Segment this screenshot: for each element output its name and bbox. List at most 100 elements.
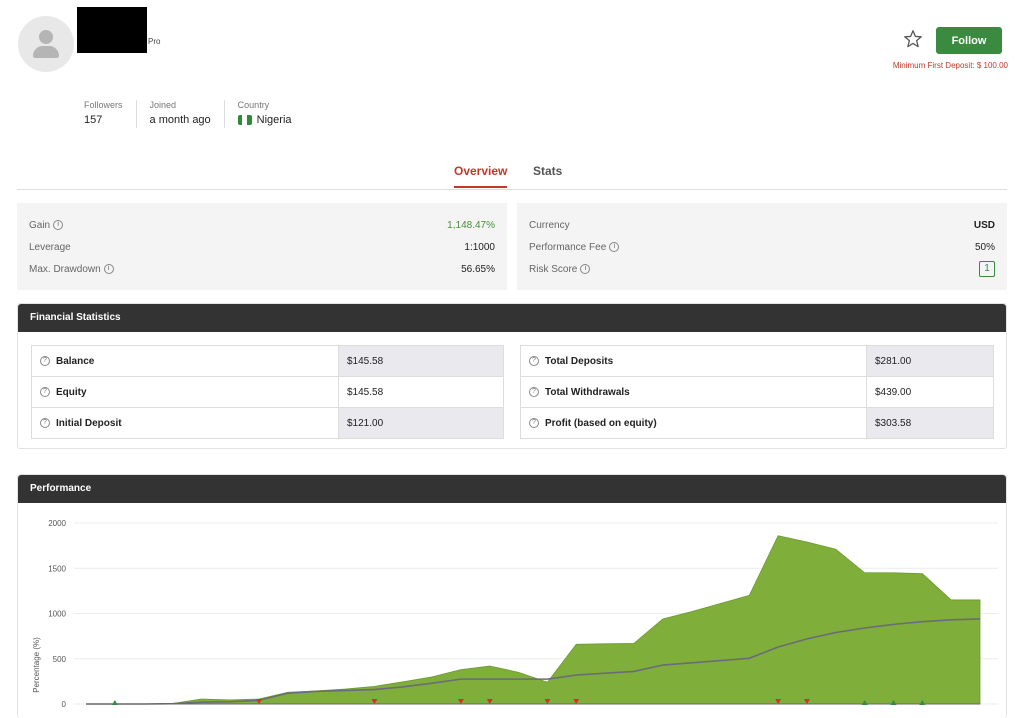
withdrawal-marker-icon [486,699,493,704]
tab-bar: Overview Stats [17,156,1007,190]
financial-statistics-title: Financial Statistics [18,304,1006,332]
deposit-marker-icon [890,700,897,705]
financial-statistics-panel: Financial Statistics ? Balance $145.58 ? E… [17,303,1007,449]
average-line-series [86,618,981,705]
avatar [18,16,74,72]
currency-value: USD [973,219,995,231]
table-cell-label: ? Profit (based on equity) [520,407,867,439]
performance-panel: Performance 0 500 1000 1500 2000 Percentage … [17,474,1007,718]
info-icon[interactable]: i [580,263,591,274]
y-tick-label: 1500 [48,564,66,573]
help-icon[interactable]: ? [529,386,539,397]
equity-label: Equity [56,386,87,398]
summary-row-fee: Performance Fee i 50% [529,236,995,258]
summary-row-drawdown: Max. Drawdown i 56.65% [29,258,495,280]
performance-chart: 0 500 1000 1500 2000 Percentage (%) [32,519,998,709]
summary-row-currency: Currency USD [529,214,995,236]
profit-label: Profit (based on equity) [545,417,657,429]
country-value: Nigeria [256,114,292,126]
stat-country: Country Nigeria [237,100,305,128]
balance-label: Balance [56,355,95,367]
table-row: ? Initial Deposit $121.00 [31,407,504,439]
deposit-marker-icon [919,700,926,705]
leverage-value: 1:1000 [464,241,495,253]
currency-label: Currency [529,219,570,231]
star-icon[interactable] [902,28,924,50]
gain-value: 1,148.47% [447,219,495,231]
y-tick-label: 500 [53,655,67,664]
performance-title: Performance [18,475,1006,503]
table-cell-label: ? Initial Deposit [31,407,339,439]
tab-overview[interactable]: Overview [454,164,508,188]
table-cell-label: ? Equity [31,376,339,408]
joined-value: a month ago [149,114,211,126]
total-deposits-value: $281.00 [866,345,994,377]
summary-row-risk: Risk Score i 1 [529,258,995,280]
y-tick-label: 1000 [48,610,66,619]
drawdown-label: Max. Drawdown [29,263,101,275]
joined-label: Joined [149,100,177,110]
withdrawal-marker-icon [573,699,580,704]
profit-value: $303.58 [866,407,994,439]
tab-stats[interactable]: Stats [533,164,563,178]
drawdown-value: 56.65% [461,263,495,275]
fee-label: Performance Fee [529,241,607,253]
summary-left: Gain i 1,148.47% Leverage 1:1000 Max. Dra… [17,203,507,290]
deposit-marker-icon [111,700,118,705]
total-withdrawals-label: Total Withdrawals [545,386,630,398]
initial-deposit-label: Initial Deposit [56,417,122,429]
table-row: ? Total Deposits $281.00 [520,345,994,377]
summary-row-leverage: Leverage 1:1000 [29,236,495,258]
withdrawal-marker-icon [457,699,464,704]
stat-followers: Followers 157 [84,100,137,128]
risk-label: Risk Score [529,263,578,275]
country-value-wrap: Nigeria [237,114,292,126]
withdrawal-marker-icon [256,699,263,704]
follow-button[interactable]: Follow [936,27,1002,54]
gain-label: Gain [29,219,51,231]
summary-row-gain: Gain i 1,148.47% [29,214,495,236]
withdrawal-marker-icon [371,699,378,704]
table-cell-label: ? Total Deposits [520,345,867,377]
pro-badge: Pro [148,37,161,46]
equity-value: $145.58 [338,376,504,408]
y-tick-label: 0 [62,700,67,709]
profile-stats: Followers 157 Joined a month ago Country… [84,100,318,128]
initial-deposit-value: $121.00 [338,407,504,439]
table-cell-label: ? Total Withdrawals [520,376,867,408]
info-icon[interactable]: i [609,241,620,252]
table-row: ? Equity $145.58 [31,376,504,408]
country-label: Country [237,100,270,110]
fee-value: 50% [974,241,995,253]
summary-right: Currency USD Performance Fee i 50% Risk S… [517,203,1007,290]
avatar-head-icon [39,30,53,44]
table-row: ? Balance $145.58 [31,345,504,377]
deposit-marker-icon [861,700,868,705]
financial-table-right: ? Total Deposits $281.00 ? Total Withdrawa… [520,345,994,439]
total-deposits-label: Total Deposits [545,355,614,367]
redacted-name [77,7,147,53]
info-icon[interactable]: i [103,263,114,274]
financial-table-left: ? Balance $145.58 ? Equity $145.58 ? Initia… [31,345,504,439]
total-withdrawals-value: $439.00 [866,376,994,408]
table-row: ? Profit (based on equity) $303.58 [520,407,994,439]
nigeria-flag-icon [237,115,252,125]
info-icon[interactable]: i [53,219,64,230]
risk-score-badge: 1 [979,261,995,277]
help-icon[interactable]: ? [529,417,539,428]
withdrawal-marker-icon [775,699,782,704]
gain-area-series [86,535,981,705]
withdrawal-marker-icon [544,699,551,704]
help-icon[interactable]: ? [40,386,50,397]
avatar-body-icon [33,46,59,58]
help-icon[interactable]: ? [529,355,539,366]
table-cell-label: ? Balance [31,345,339,377]
stat-joined: Joined a month ago [150,100,225,128]
help-icon[interactable]: ? [40,417,50,428]
table-row: ? Total Withdrawals $439.00 [520,376,994,408]
withdrawal-marker-icon [803,699,810,704]
y-axis-label: Percentage (%) [32,637,41,693]
help-icon[interactable]: ? [40,355,50,366]
balance-value: $145.58 [338,345,504,377]
y-tick-label: 2000 [48,519,66,528]
